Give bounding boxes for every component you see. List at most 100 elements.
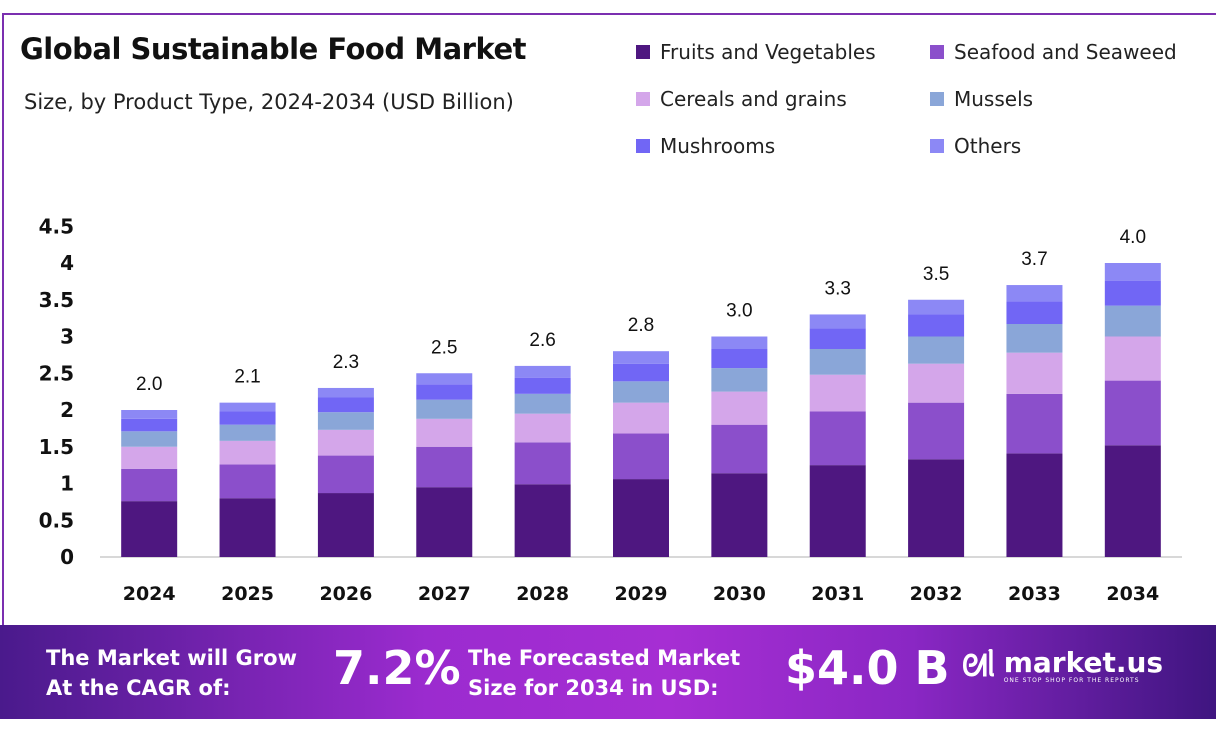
y-tick-label: 0.5 bbox=[39, 508, 74, 532]
bar-segment bbox=[317, 412, 374, 430]
bar-total-label: 2.3 bbox=[333, 352, 359, 373]
x-tick-label: 2032 bbox=[910, 583, 963, 605]
bar-segment bbox=[809, 465, 866, 557]
bar-segment bbox=[416, 373, 473, 385]
chart-title: Global Sustainable Food Market bbox=[20, 32, 526, 66]
bar-total-label: 2.6 bbox=[529, 330, 555, 351]
bar-segment bbox=[908, 336, 965, 364]
legend-item: Others bbox=[930, 134, 1021, 158]
forecast-label-line1: The Forecasted Market bbox=[468, 646, 741, 670]
bar-segment bbox=[416, 487, 473, 557]
bar-segment bbox=[908, 459, 965, 557]
bar-segment bbox=[416, 384, 473, 400]
legend-label: Cereals and grains bbox=[660, 87, 847, 111]
legend-item: Seafood and Seaweed bbox=[930, 40, 1177, 64]
bar-segment bbox=[908, 402, 965, 460]
y-tick-label: 2 bbox=[60, 398, 74, 422]
y-tick-label: 1.5 bbox=[39, 435, 74, 459]
bar-segment bbox=[1104, 445, 1161, 557]
x-tick-label: 2027 bbox=[418, 583, 471, 605]
x-tick-label: 2034 bbox=[1106, 583, 1159, 605]
x-tick-label: 2024 bbox=[123, 583, 176, 605]
bar-segment bbox=[514, 365, 571, 378]
brand-logo: ᘛᥣ market.us ONE STOP SHOP FOR THE REPORT… bbox=[962, 646, 1164, 685]
brand-logo-icon: ᘛᥣ bbox=[962, 649, 996, 684]
bar-segment bbox=[1006, 453, 1063, 557]
bar-segment bbox=[1104, 380, 1161, 446]
bar-total-label: 2.8 bbox=[628, 315, 654, 336]
bar-segment bbox=[809, 328, 866, 349]
bar-total-label: 2.0 bbox=[136, 374, 162, 395]
brand-tagline: ONE STOP SHOP FOR THE REPORTS bbox=[1003, 677, 1140, 684]
bar-segment bbox=[1006, 352, 1063, 394]
bar-segment bbox=[613, 363, 669, 382]
bar-segment bbox=[219, 440, 276, 465]
bar-segment bbox=[613, 433, 669, 480]
bar-segment bbox=[317, 455, 374, 494]
bar-total-label: 4.0 bbox=[1120, 227, 1146, 248]
bar-segment bbox=[121, 418, 178, 432]
legend-label: Mushrooms bbox=[660, 134, 776, 158]
bar-segment bbox=[711, 336, 768, 349]
brand-name: market.us bbox=[1003, 646, 1164, 679]
bar-segment bbox=[1104, 280, 1161, 306]
bar-segment bbox=[1006, 324, 1063, 353]
bar-total-label: 3.3 bbox=[825, 278, 851, 299]
legend-swatch bbox=[636, 92, 650, 106]
bar-segment bbox=[613, 351, 669, 364]
y-tick-label: 3.5 bbox=[39, 288, 74, 312]
bar-segment bbox=[809, 314, 866, 329]
bar-segment bbox=[1006, 393, 1063, 454]
forecast-label-line2: Size for 2034 in USD: bbox=[468, 676, 719, 700]
legend-item: Cereals and grains bbox=[636, 87, 847, 111]
bar-segment bbox=[317, 429, 374, 456]
bar-segment bbox=[121, 431, 178, 447]
bar-segment bbox=[908, 363, 965, 403]
x-tick-label: 2031 bbox=[811, 583, 864, 605]
bar-total-label: 3.7 bbox=[1021, 249, 1047, 270]
bar-segment bbox=[514, 413, 571, 443]
bar-segment bbox=[1006, 301, 1063, 325]
legend-swatch bbox=[930, 92, 944, 106]
bar-segment bbox=[514, 377, 571, 394]
bar-segment bbox=[219, 411, 276, 425]
bar-segment bbox=[317, 397, 374, 413]
legend-label: Seafood and Seaweed bbox=[954, 40, 1177, 64]
bar-segment bbox=[711, 348, 768, 369]
bar-total-label: 3.0 bbox=[726, 301, 752, 322]
bar-segment bbox=[219, 464, 276, 499]
chart-subtitle: Size, by Product Type, 2024-2034 (USD Bi… bbox=[24, 90, 514, 114]
bar-segment bbox=[121, 410, 178, 419]
cagr-value: 7.2% bbox=[333, 641, 461, 695]
summary-banner: The Market will Grow At the CAGR of: 7.2%… bbox=[0, 625, 1216, 719]
bar-segment bbox=[219, 424, 276, 441]
bar-segment bbox=[1104, 305, 1161, 337]
legend-label: Fruits and Vegetables bbox=[660, 40, 876, 64]
x-tick-label: 2028 bbox=[516, 583, 569, 605]
bar-segment bbox=[514, 393, 571, 414]
bar-segment bbox=[711, 391, 768, 425]
bar-segment bbox=[219, 402, 276, 412]
y-tick-label: 3 bbox=[60, 325, 74, 349]
legend-item: Fruits and Vegetables bbox=[636, 40, 876, 64]
bar-segment bbox=[1006, 285, 1063, 302]
bar-total-label: 2.5 bbox=[431, 337, 457, 358]
bar-segment bbox=[514, 442, 571, 485]
bar-total-label: 2.1 bbox=[234, 367, 260, 388]
y-tick-label: 0 bbox=[60, 545, 74, 569]
legend-swatch bbox=[636, 139, 650, 153]
legend-swatch bbox=[636, 45, 650, 59]
bar-segment bbox=[416, 399, 473, 419]
bar-segment bbox=[121, 468, 178, 502]
cagr-label: The Market will Grow At the CAGR of: bbox=[46, 643, 297, 703]
bar-segment bbox=[711, 473, 768, 557]
y-tick-label: 4.5 bbox=[39, 214, 74, 238]
cagr-label-line1: The Market will Grow bbox=[46, 646, 297, 670]
y-tick-label: 4 bbox=[60, 251, 74, 275]
bar-segment bbox=[809, 411, 866, 466]
bar-segment bbox=[809, 374, 866, 412]
bar-segment bbox=[613, 479, 669, 557]
x-tick-label: 2033 bbox=[1008, 583, 1061, 605]
legend-item: Mushrooms bbox=[636, 134, 775, 158]
bar-segment bbox=[317, 387, 374, 398]
